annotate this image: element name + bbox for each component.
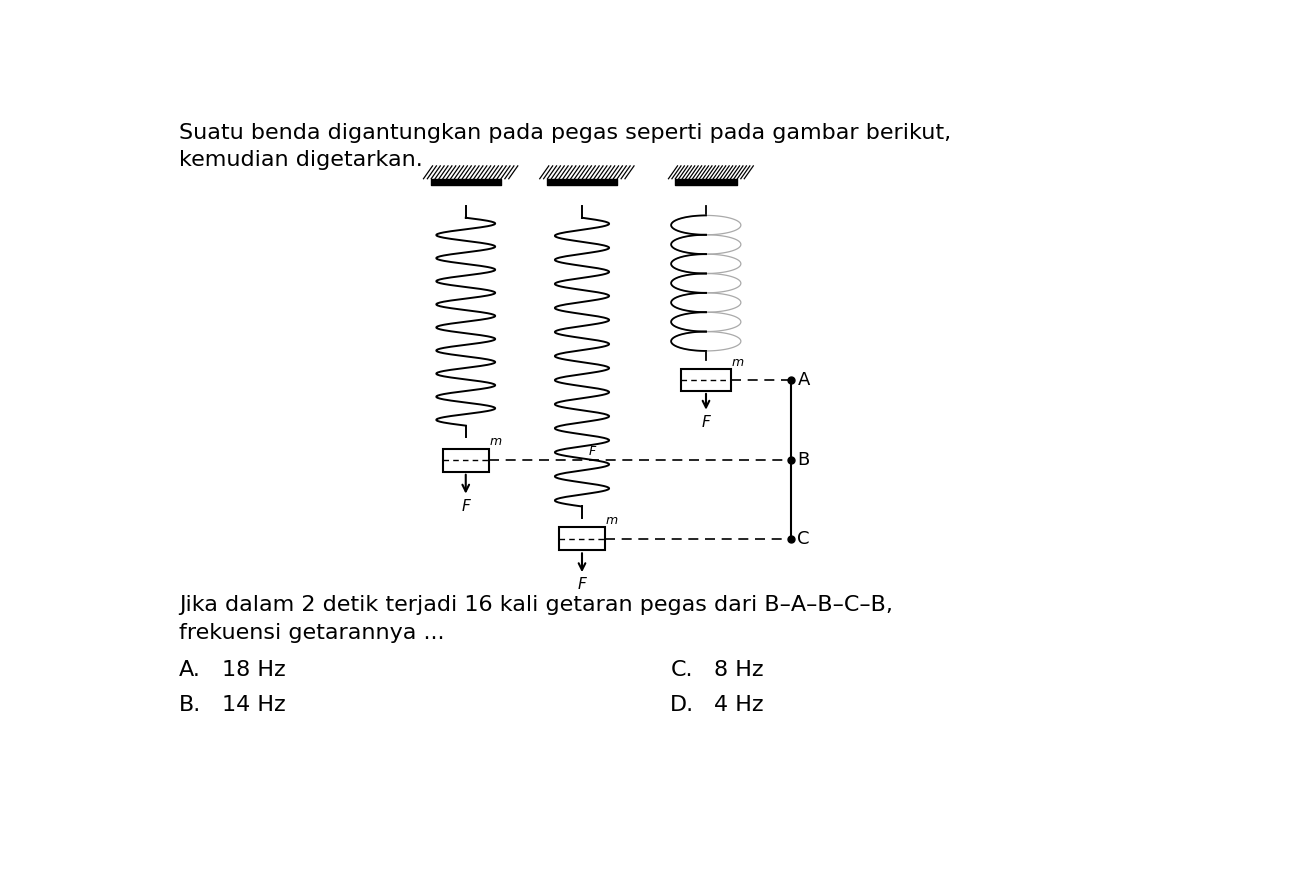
Text: B: B	[798, 451, 810, 469]
Text: m: m	[489, 435, 502, 448]
Text: C: C	[798, 530, 810, 548]
Text: Suatu benda digantungkan pada pegas seperti pada gambar berikut,: Suatu benda digantungkan pada pegas sepe…	[179, 123, 951, 143]
Bar	[442, 449, 489, 472]
Text: 14 Hz: 14 Hz	[221, 695, 285, 715]
Text: Jika dalam 2 detik terjadi 16 kali getaran pegas dari B–A–B–C–B,: Jika dalam 2 detik terjadi 16 kali getar…	[179, 595, 893, 615]
Text: F: F	[701, 415, 710, 430]
Text: m: m	[606, 514, 619, 527]
Bar	[680, 370, 731, 391]
Text: F: F	[578, 577, 586, 592]
Text: B.: B.	[179, 695, 201, 715]
Text: C.: C.	[671, 660, 693, 681]
Text: m: m	[732, 355, 744, 369]
Text: F: F	[589, 445, 595, 458]
Text: frekuensi getarannya ...: frekuensi getarannya ...	[179, 622, 445, 643]
Text: A: A	[798, 371, 810, 389]
Bar	[559, 527, 606, 551]
Text: 8 Hz: 8 Hz	[714, 660, 764, 681]
Text: 18 Hz: 18 Hz	[221, 660, 285, 681]
Text: F: F	[462, 499, 470, 514]
Text: D.: D.	[671, 695, 695, 715]
Text: 4 Hz: 4 Hz	[714, 695, 764, 715]
Text: kemudian digetarkan.: kemudian digetarkan.	[179, 150, 422, 170]
Text: A.: A.	[179, 660, 201, 681]
